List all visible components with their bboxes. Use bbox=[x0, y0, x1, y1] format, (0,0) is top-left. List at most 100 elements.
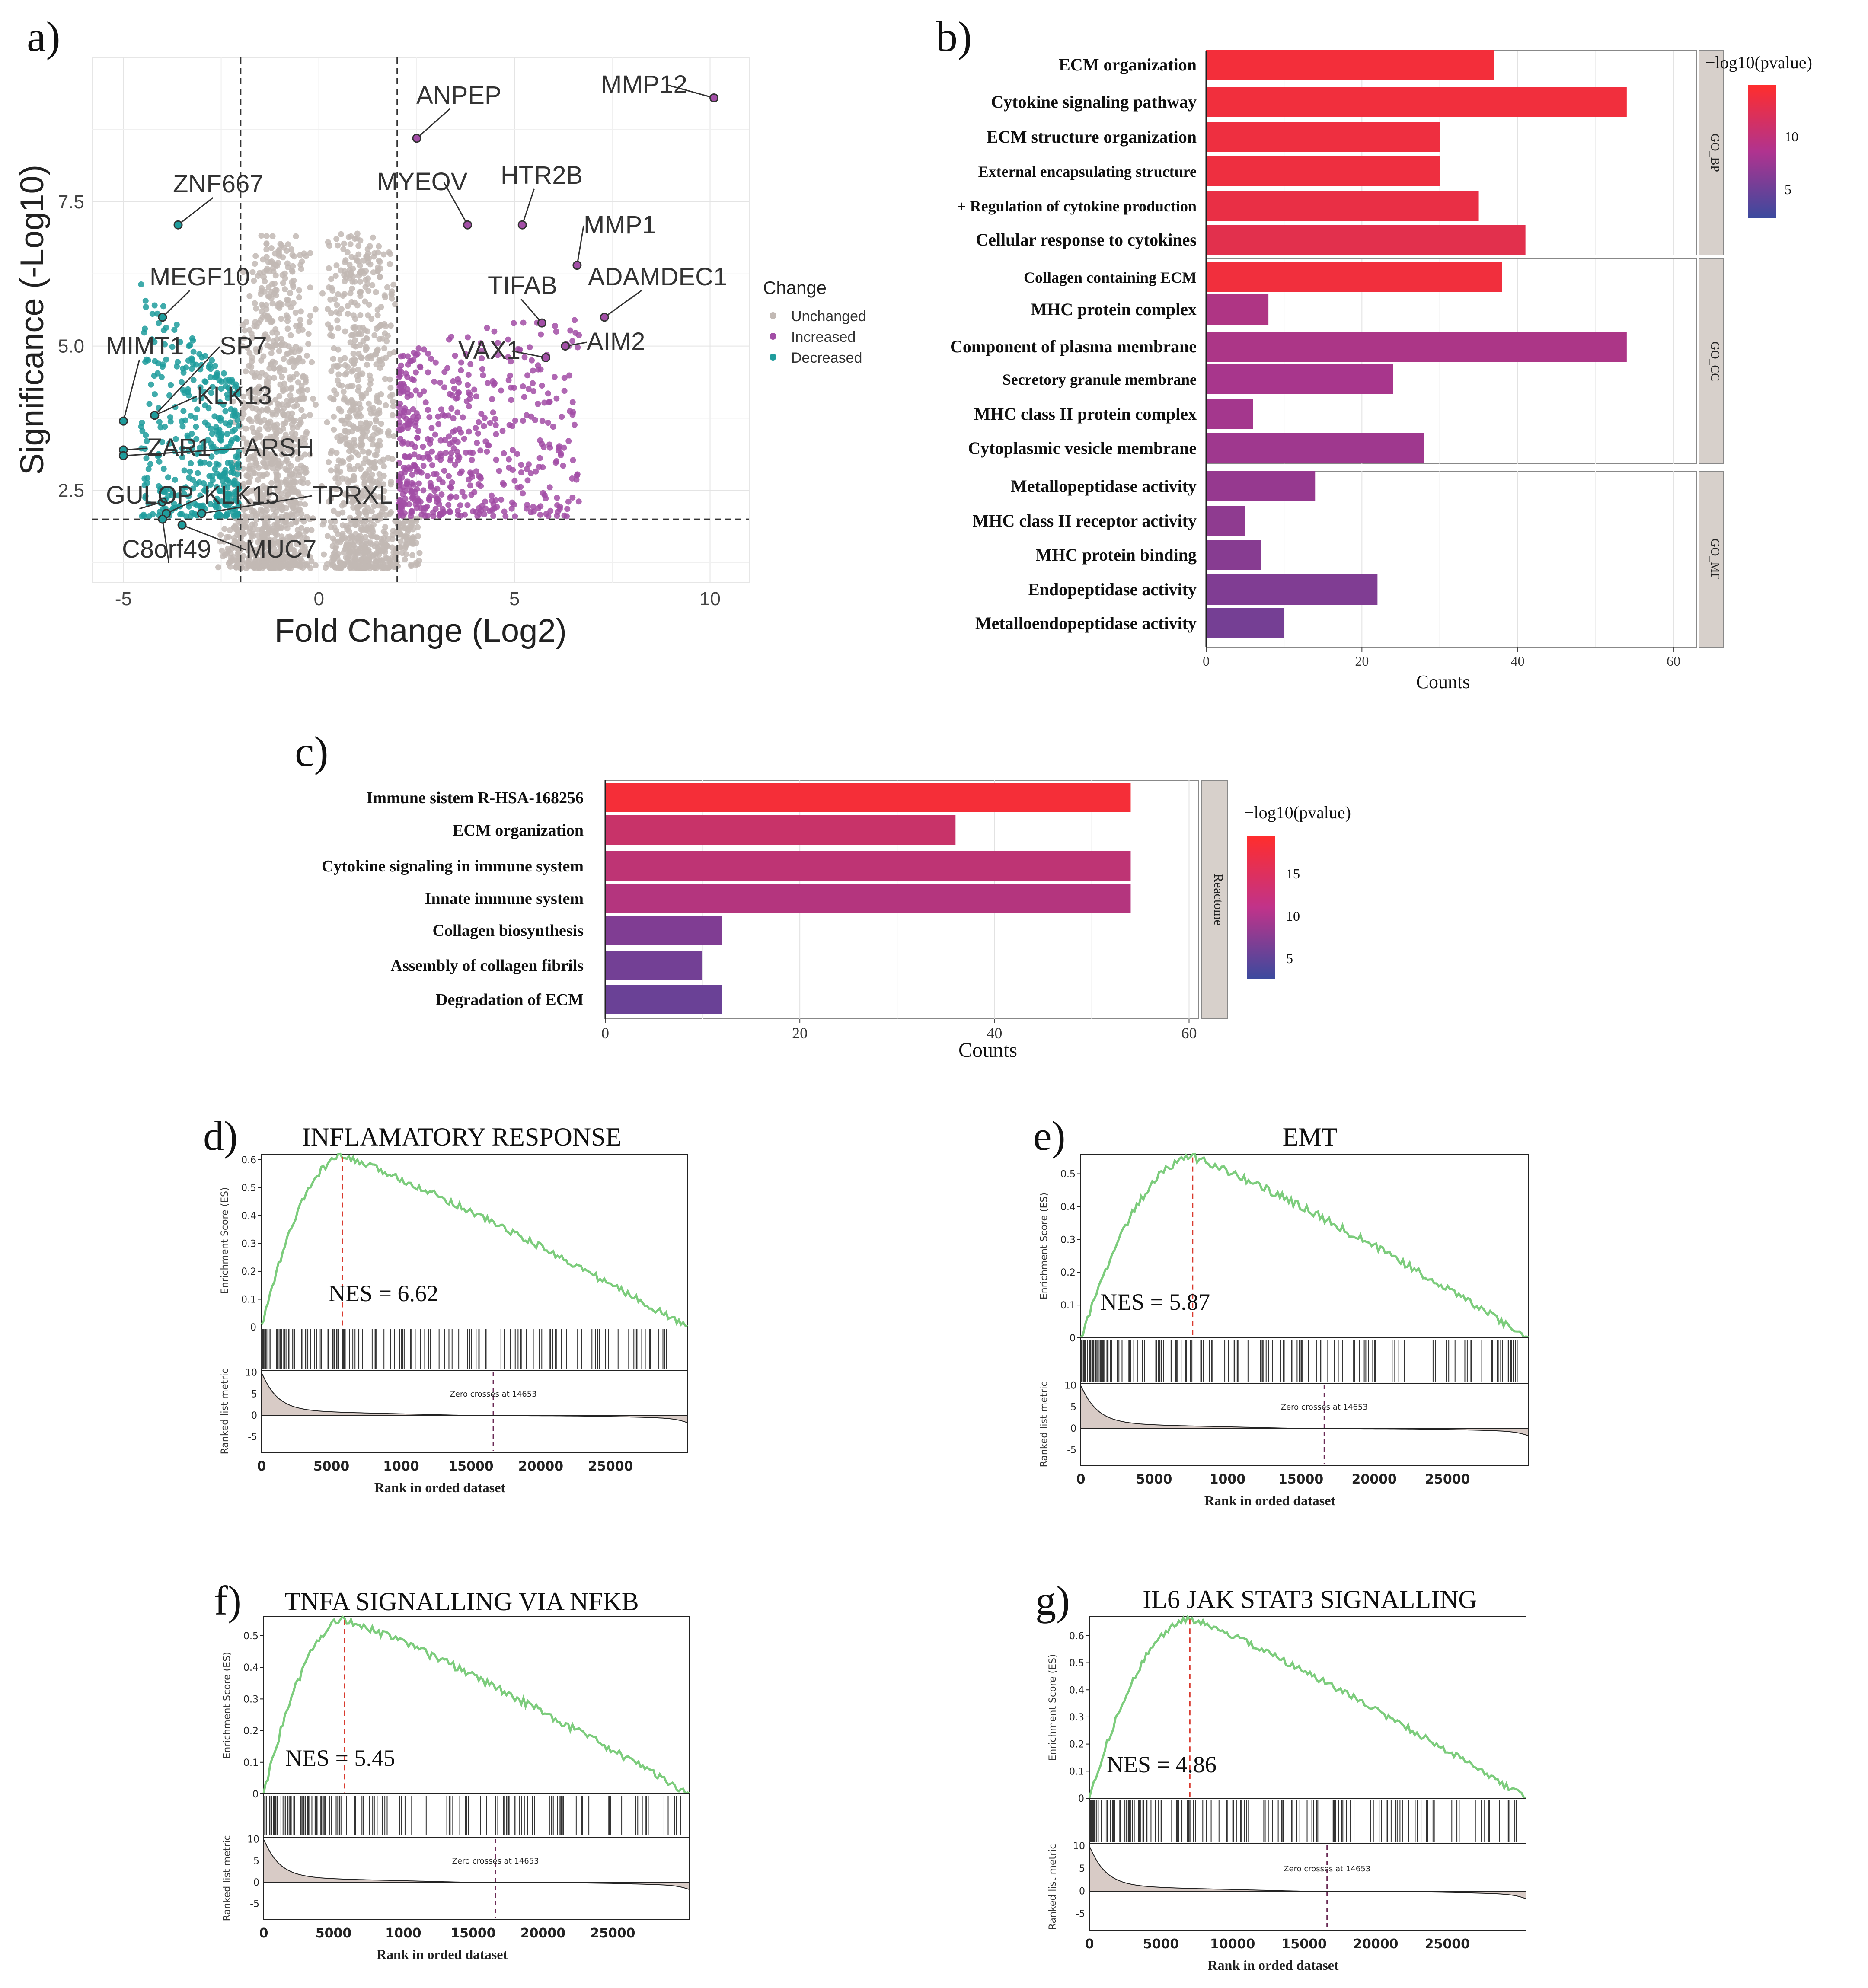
volcano-points bbox=[138, 230, 582, 571]
volcano-point bbox=[344, 492, 351, 498]
volcano-point bbox=[349, 383, 356, 389]
volcano-point bbox=[387, 251, 393, 257]
volcano-point bbox=[290, 482, 297, 488]
gsea-es-tick: 0.4 bbox=[241, 1211, 256, 1222]
volcano-point bbox=[289, 430, 295, 437]
volcano-point bbox=[215, 461, 222, 468]
legend-increased: Increased bbox=[791, 329, 856, 345]
volcano-point bbox=[426, 456, 433, 463]
volcano-point bbox=[275, 440, 281, 447]
volcano-point bbox=[332, 475, 339, 482]
volcano-point bbox=[251, 487, 257, 494]
volcano-point bbox=[393, 548, 399, 554]
volcano-point bbox=[300, 464, 307, 471]
labeled-gene-point bbox=[118, 416, 128, 426]
volcano-point bbox=[375, 427, 382, 433]
volcano-point bbox=[151, 373, 157, 379]
gsea-zero-cross-label: Zero crosses at 14653 bbox=[450, 1390, 537, 1399]
volcano-point bbox=[355, 351, 362, 357]
labeled-gene-point bbox=[412, 134, 421, 143]
volcano-point bbox=[428, 425, 435, 431]
volcano-point bbox=[399, 550, 406, 556]
volcano-point bbox=[220, 472, 226, 479]
volcano-point bbox=[268, 350, 275, 357]
volcano-point bbox=[376, 243, 382, 249]
volcano-point bbox=[406, 501, 412, 507]
gsea-metric-tick: -5 bbox=[250, 1899, 259, 1910]
volcano-point bbox=[355, 548, 362, 554]
volcano-point bbox=[420, 455, 426, 461]
volcano-point bbox=[349, 447, 356, 453]
volcano-point bbox=[558, 450, 564, 457]
volcano-point bbox=[447, 508, 453, 514]
volcano-point bbox=[415, 345, 422, 351]
go-facet-panel bbox=[1206, 50, 1697, 255]
volcano-point bbox=[222, 420, 229, 427]
volcano-point bbox=[276, 305, 283, 311]
volcano-point bbox=[262, 443, 268, 450]
volcano-point bbox=[290, 263, 296, 269]
volcano-point bbox=[275, 472, 281, 479]
volcano-point bbox=[271, 512, 278, 518]
legend-decreased: Decreased bbox=[791, 350, 862, 366]
volcano-point bbox=[230, 398, 236, 405]
volcano-point bbox=[370, 522, 377, 528]
gsea-rank-tick: 20000 bbox=[520, 1926, 565, 1941]
volcano-point bbox=[268, 245, 275, 251]
volcano-point bbox=[263, 233, 270, 239]
volcano-point bbox=[414, 468, 420, 475]
labeled-gene-point bbox=[158, 514, 167, 524]
volcano-point bbox=[243, 490, 249, 496]
volcano-point bbox=[404, 541, 410, 548]
volcano-point bbox=[206, 461, 213, 467]
gene-label: KLK15 bbox=[204, 481, 279, 509]
volcano-point bbox=[537, 511, 543, 518]
volcano-point bbox=[360, 460, 367, 466]
volcano-point bbox=[372, 465, 379, 471]
volcano-point bbox=[352, 331, 359, 337]
volcano-point bbox=[148, 381, 154, 388]
volcano-point bbox=[508, 397, 514, 403]
volcano-point bbox=[347, 557, 353, 563]
gene-label: MMP12 bbox=[601, 70, 687, 99]
go-term-label: MHC protein binding bbox=[1035, 545, 1197, 565]
go-xtick: 20 bbox=[1355, 653, 1369, 669]
volcano-point bbox=[160, 466, 167, 472]
volcano-point bbox=[241, 335, 247, 342]
volcano-point bbox=[284, 398, 290, 404]
volcano-point bbox=[392, 301, 398, 307]
volcano-point bbox=[233, 453, 239, 460]
volcano-point bbox=[251, 508, 257, 514]
volcano-point bbox=[570, 457, 576, 463]
volcano-point bbox=[273, 411, 279, 418]
volcano-point bbox=[349, 285, 355, 292]
volcano-point bbox=[368, 541, 374, 548]
volcano-point bbox=[427, 493, 434, 499]
volcano-point bbox=[294, 402, 300, 408]
volcano-point bbox=[246, 390, 252, 396]
volcano-point bbox=[251, 322, 258, 329]
volcano-point bbox=[453, 494, 460, 500]
go-xtick: 60 bbox=[1667, 653, 1680, 669]
volcano-point bbox=[380, 251, 387, 258]
gsea-rank-tick: 1000 bbox=[385, 1926, 421, 1941]
volcano-point bbox=[284, 248, 290, 254]
volcano-point bbox=[514, 484, 521, 491]
volcano-point bbox=[465, 382, 471, 388]
volcano-point bbox=[333, 262, 340, 269]
volcano-point bbox=[490, 409, 496, 416]
volcano-point bbox=[289, 397, 296, 403]
volcano-point bbox=[307, 284, 313, 291]
volcano-point bbox=[484, 325, 490, 331]
volcano-point bbox=[400, 491, 406, 498]
gene-label: VAX1 bbox=[458, 336, 520, 364]
gsea-metric-tick: 10 bbox=[245, 1368, 257, 1379]
volcano-point bbox=[179, 365, 186, 372]
volcano-point bbox=[477, 447, 484, 454]
volcano-point bbox=[298, 525, 305, 531]
volcano-point bbox=[257, 418, 263, 424]
volcano-point bbox=[293, 233, 299, 239]
volcano-point bbox=[452, 462, 458, 468]
volcano-point bbox=[438, 406, 444, 413]
volcano-point bbox=[546, 441, 552, 448]
